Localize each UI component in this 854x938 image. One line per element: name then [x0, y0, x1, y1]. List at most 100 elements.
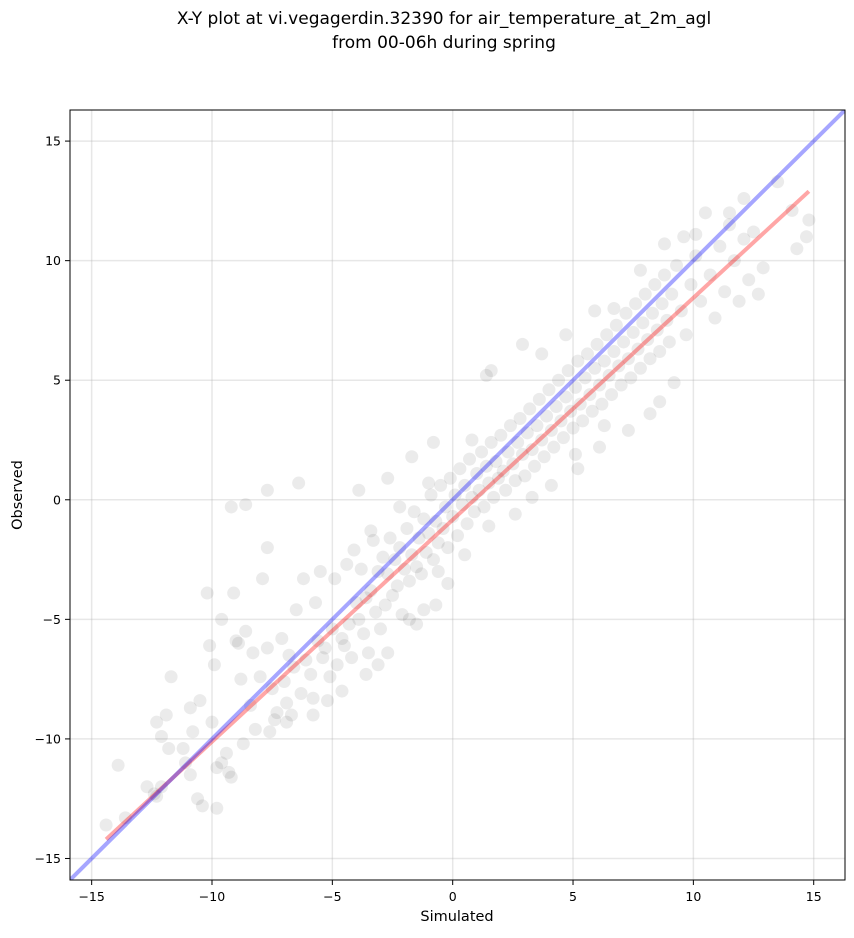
data-point: [419, 545, 433, 559]
data-point: [643, 352, 657, 366]
data-point: [453, 462, 467, 476]
data-point: [698, 206, 712, 220]
data-point: [564, 404, 578, 418]
data-point: [467, 505, 481, 519]
data-point: [441, 576, 455, 590]
data-point: [593, 440, 607, 454]
data-point: [561, 364, 575, 378]
data-point: [650, 323, 664, 337]
data-point: [227, 586, 241, 600]
data-point: [465, 490, 479, 504]
data-point: [617, 335, 631, 349]
data-point: [410, 617, 424, 631]
data-point: [595, 397, 609, 411]
data-point: [422, 476, 436, 490]
data-point: [330, 658, 344, 672]
data-point: [405, 548, 419, 562]
data-point: [571, 462, 585, 476]
y-axis: −15 −10 −5 0 5 10 15: [35, 134, 70, 866]
data-point: [306, 691, 320, 705]
data-point: [304, 667, 318, 681]
data-point: [400, 521, 414, 535]
data-point: [195, 799, 209, 813]
data-point: [465, 433, 479, 447]
data-point: [207, 658, 221, 672]
data-point: [398, 562, 412, 576]
data-point: [732, 294, 746, 308]
data-point: [354, 562, 368, 576]
data-point: [593, 378, 607, 392]
data-point: [790, 242, 804, 256]
data-point: [489, 455, 503, 469]
data-point: [162, 741, 176, 755]
y-tick-label: 10: [45, 253, 61, 268]
data-point: [703, 268, 717, 282]
data-point: [499, 483, 513, 497]
data-point: [438, 500, 452, 514]
data-point: [246, 646, 260, 660]
data-point: [518, 469, 532, 483]
identity-line: [70, 110, 845, 880]
data-point: [270, 706, 284, 720]
data-point: [311, 634, 325, 648]
data-point: [431, 565, 445, 579]
data-point: [386, 588, 400, 602]
x-tick-label: −10: [199, 889, 225, 904]
data-point: [277, 675, 291, 689]
data-point: [417, 512, 431, 526]
data-point: [429, 598, 443, 612]
data-point: [154, 730, 168, 744]
data-point: [191, 792, 205, 806]
data-point: [566, 421, 580, 435]
data-point: [99, 818, 113, 832]
data-point: [679, 328, 693, 342]
data-point: [256, 572, 270, 586]
data-point: [576, 414, 590, 428]
data-point: [159, 708, 173, 722]
data-point: [583, 388, 597, 402]
data-point: [357, 627, 371, 641]
data-point: [657, 268, 671, 282]
y-tick-label: −15: [35, 851, 61, 866]
data-point: [657, 237, 671, 251]
data-point: [422, 526, 436, 540]
data-point: [713, 239, 727, 253]
data-point: [472, 483, 486, 497]
data-point: [381, 471, 395, 485]
data-point: [619, 306, 633, 320]
data-point: [554, 414, 568, 428]
data-point: [260, 641, 274, 655]
data-point: [722, 218, 736, 232]
data-point: [381, 567, 395, 581]
data-point: [260, 483, 274, 497]
data-point: [525, 443, 539, 457]
data-point: [405, 450, 419, 464]
data-point: [364, 524, 378, 538]
regression-line: [104, 189, 811, 841]
x-tick-label: 0: [449, 889, 457, 904]
data-point: [513, 411, 527, 425]
data-point: [292, 476, 306, 490]
data-point: [244, 698, 258, 712]
data-point: [528, 459, 542, 473]
data-point: [633, 361, 647, 375]
data-point: [260, 541, 274, 555]
data-point: [487, 490, 501, 504]
y-tick-label: −10: [35, 731, 61, 746]
data-point: [503, 419, 517, 433]
data-point: [316, 651, 330, 665]
data-point: [532, 392, 546, 406]
data-point: [547, 440, 561, 454]
data-point: [653, 345, 667, 359]
data-point: [482, 476, 496, 490]
data-point: [318, 641, 332, 655]
data-point: [280, 715, 294, 729]
data-point: [802, 213, 816, 227]
data-point: [118, 811, 132, 825]
data-point: [203, 639, 217, 653]
chart-subtitle: from 00-06h during spring: [332, 33, 556, 53]
data-point: [426, 553, 440, 567]
data-point: [426, 435, 440, 449]
data-point: [308, 596, 322, 610]
data-point: [605, 388, 619, 402]
